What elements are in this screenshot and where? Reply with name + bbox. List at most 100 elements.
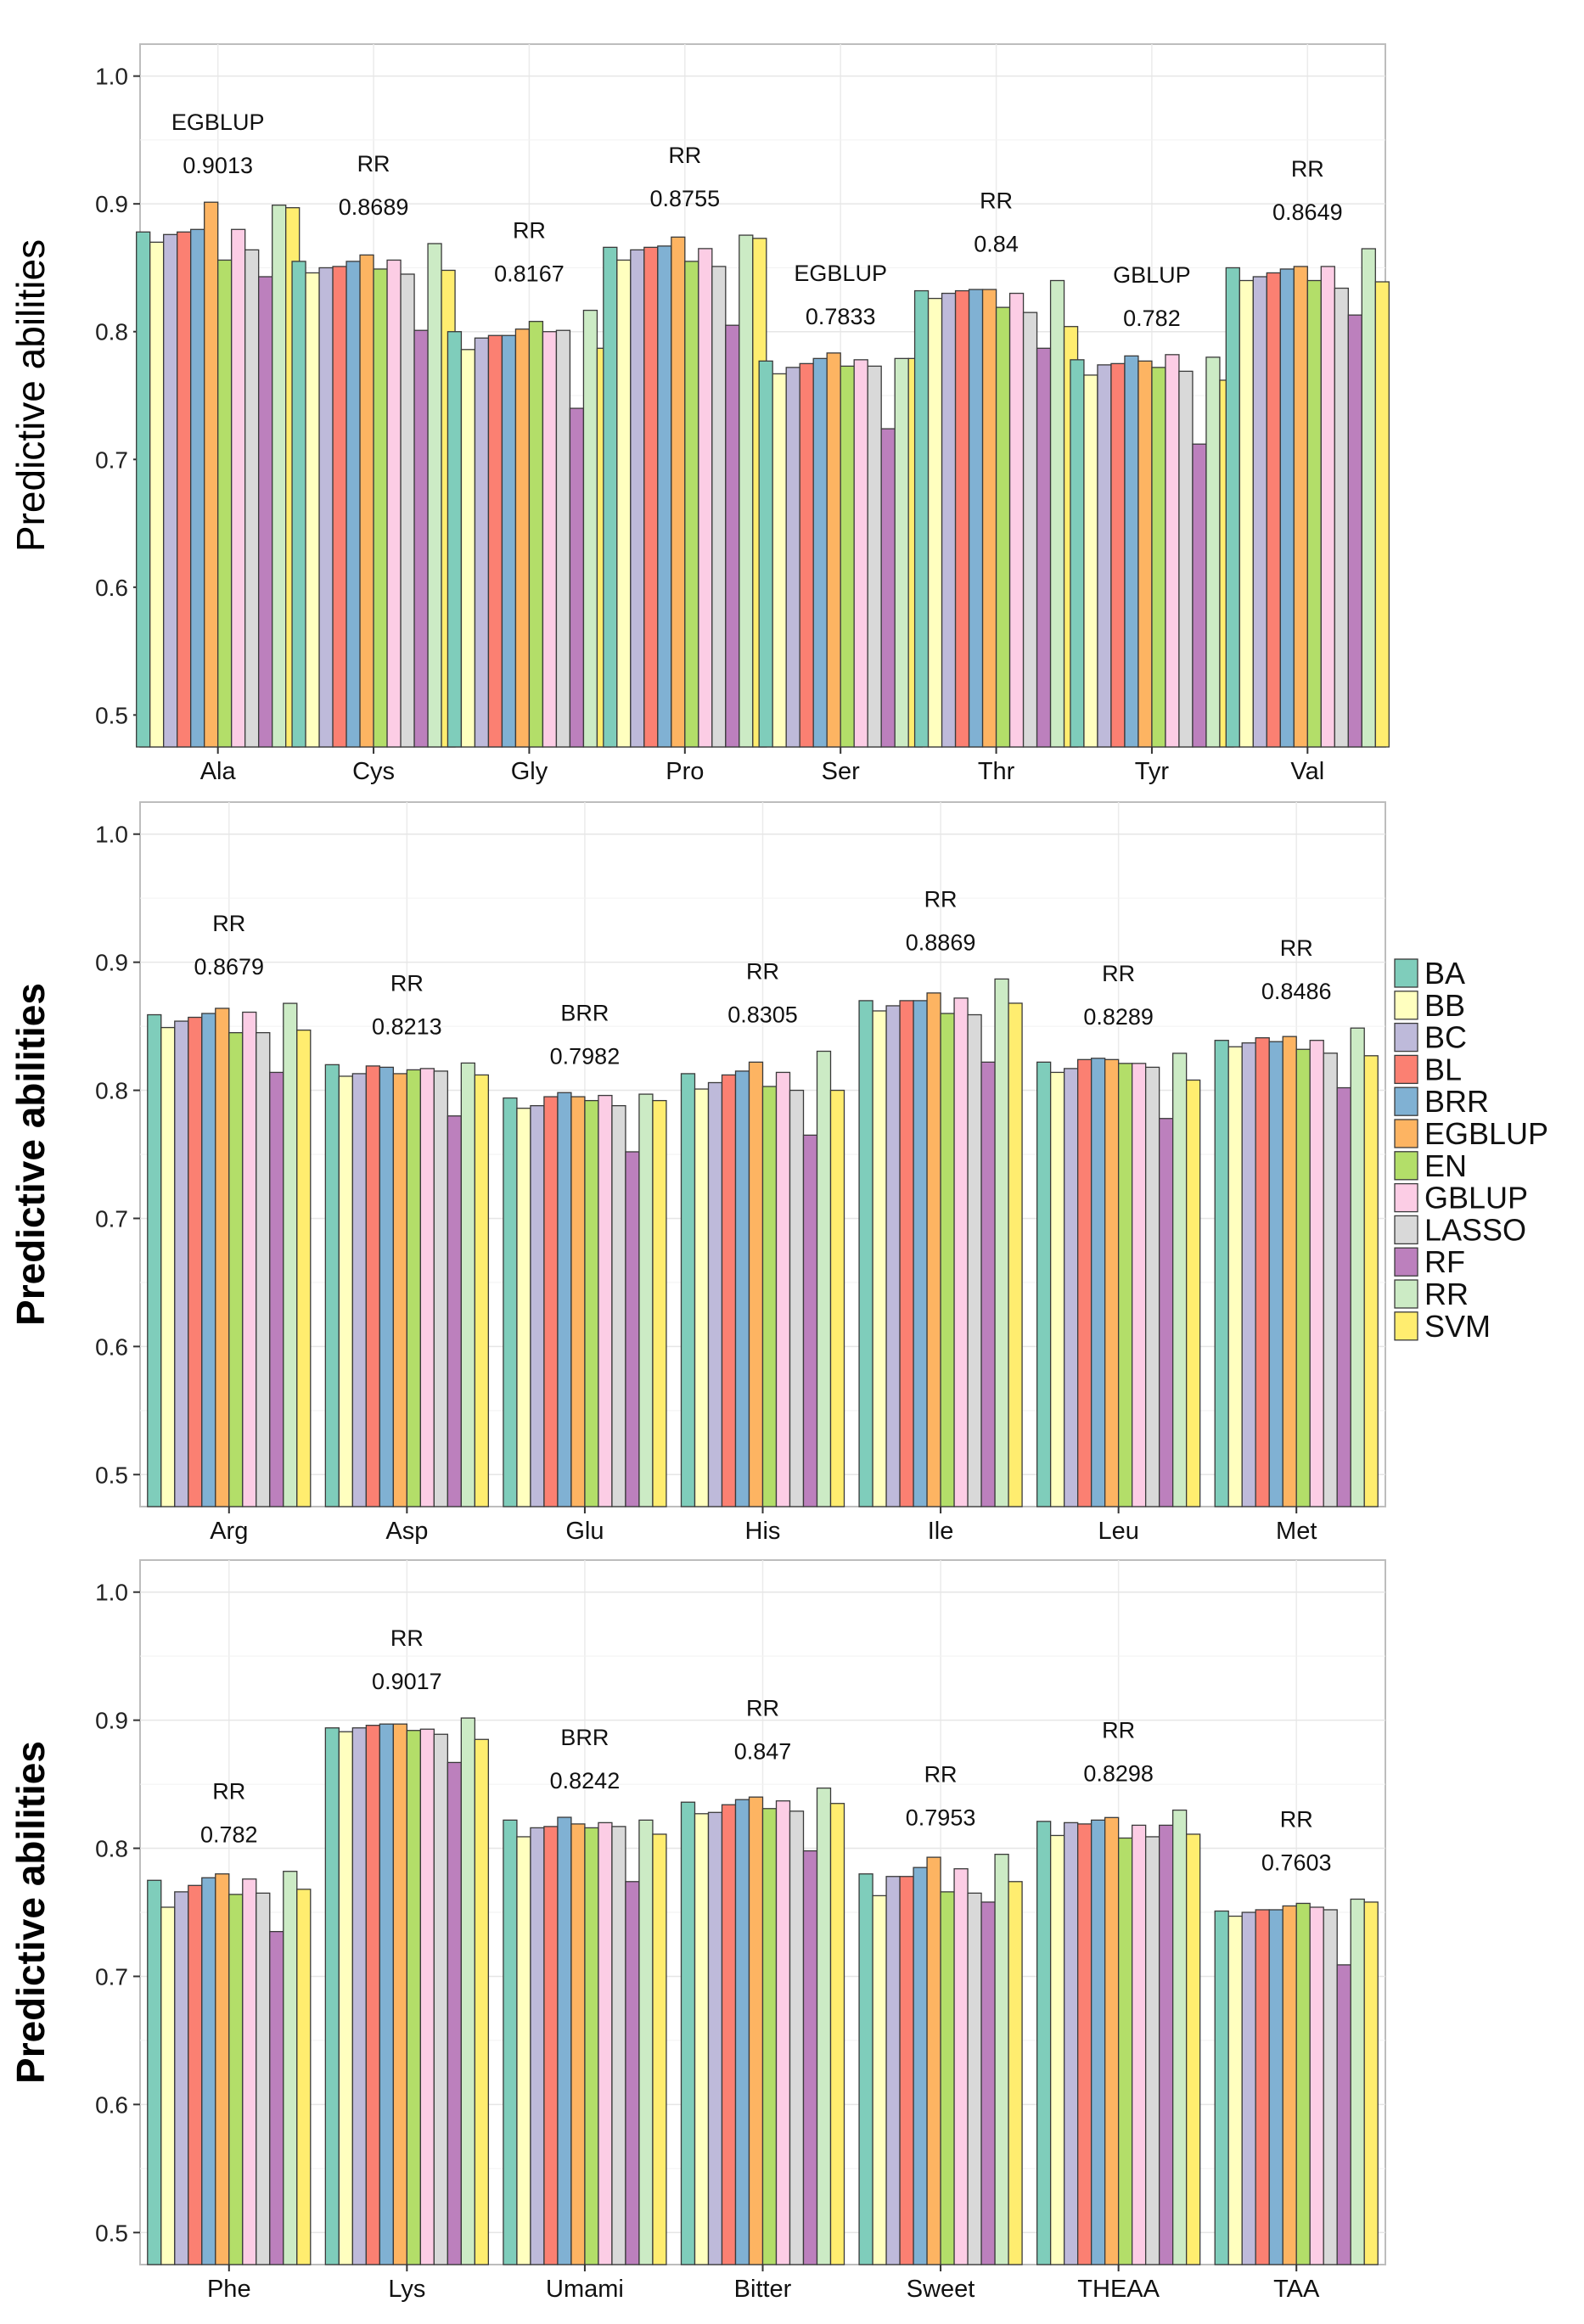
bar-rr-umami [638, 1819, 654, 2265]
bar-bb-val [1239, 279, 1254, 748]
bar-bl-cys [332, 266, 347, 748]
bar-bc-tyr [1097, 364, 1112, 748]
bar-en-cys [373, 268, 388, 748]
bar-bb-phe [160, 1906, 176, 2265]
best-method-label: EGBLUP [171, 109, 265, 135]
bar-brr-met [1268, 1041, 1283, 1507]
bar-lasso-leu [1144, 1066, 1160, 1507]
bar-brr-asp [379, 1066, 395, 1507]
bar-en-arg [228, 1031, 244, 1507]
bar-bc-ala [163, 233, 178, 748]
bar-brr-leu [1090, 1058, 1106, 1507]
bar-rf-cys [413, 329, 429, 748]
bar-bb-ala [149, 241, 165, 748]
bar-svm-umami [652, 1833, 667, 2265]
bar-rr-ala [272, 205, 287, 748]
bar-rr-lys [460, 1717, 476, 2265]
bar-svm-arg [296, 1029, 312, 1507]
legend-label-gblup: GBLUP [1424, 1181, 1528, 1215]
y-tick-label: 0.6 [95, 2091, 128, 2118]
best-method-label: RR [746, 1696, 779, 1721]
best-value-label: 0.84 [974, 232, 1019, 257]
bar-en-glu [584, 1099, 599, 1507]
x-tick-label: THEAA [1077, 2276, 1160, 2303]
best-value-label: 0.8213 [372, 1013, 442, 1039]
bar-egblup-taa [1282, 1905, 1297, 2265]
bar-ba-ala [136, 231, 151, 748]
bar-egblup-umami [570, 1823, 586, 2265]
bar-lasso-tyr [1178, 370, 1194, 748]
bar-rr-leu [1171, 1053, 1188, 1507]
legend-label-ba: BA [1424, 956, 1465, 991]
bar-bb-gly [460, 349, 476, 748]
bar-brr-ala [190, 228, 205, 748]
bar-bl-his [721, 1074, 737, 1507]
bar-en-tyr [1151, 367, 1166, 748]
bar-svm-phe [296, 1889, 312, 2265]
bar-rf-ile [980, 1061, 996, 1507]
bar-lasso-taa [1323, 1909, 1338, 2265]
y-tick-label: 0.5 [95, 2220, 128, 2246]
bar-bc-arg [174, 1020, 189, 1507]
bar-bl-phe [188, 1884, 203, 2265]
best-value-label: 0.8298 [1083, 1761, 1154, 1787]
legend-label-brr: BRR [1424, 1084, 1489, 1119]
bar-en-pro [684, 261, 699, 748]
bar-rr-asp [460, 1062, 476, 1507]
best-value-label: 0.7603 [1261, 1850, 1332, 1875]
legend-swatch-brr [1394, 1086, 1418, 1116]
legend-swatch-egblup [1394, 1119, 1418, 1148]
bar-rf-his [802, 1134, 818, 1507]
bar-brr-glu [557, 1092, 572, 1507]
bar-en-thr [995, 306, 1011, 748]
x-tick-label: Umami [546, 2276, 624, 2303]
bar-egblup-thr [981, 289, 997, 748]
bar-bb-arg [160, 1026, 176, 1507]
x-tick-label: Phe [207, 2276, 251, 2303]
y-tick-label: 0.9 [95, 1708, 128, 1734]
bar-svm-ile [1008, 1002, 1023, 1507]
bar-gblup-thr [1008, 292, 1025, 748]
bar-bc-umami [530, 1827, 545, 2265]
bar-en-asp [406, 1069, 422, 1507]
bar-rf-theaa [1158, 1824, 1174, 2265]
legend-swatch-en [1394, 1151, 1418, 1181]
bar-ba-pro [603, 246, 618, 748]
y-axis-title: Predictive abilities [8, 239, 53, 552]
bar-bc-his [707, 1081, 723, 1507]
bar-egblup-tyr [1137, 360, 1153, 748]
legend-swatch-ba [1394, 958, 1418, 988]
bar-brr-sweet [913, 1866, 928, 2265]
bar-rr-ile [994, 978, 1009, 1507]
bar-rf-lys [447, 1761, 463, 2265]
y-tick-label: 1.0 [95, 1580, 128, 1606]
y-tick-label: 0.8 [95, 319, 128, 345]
x-tick-label: Cys [352, 758, 395, 785]
legend-label-en: EN [1424, 1148, 1467, 1183]
bar-en-gly [528, 321, 544, 748]
bar-lasso-ser [867, 365, 882, 748]
bar-lasso-met [1323, 1053, 1338, 1507]
x-tick-label: Thr [978, 758, 1015, 785]
best-value-label: 0.8486 [1261, 979, 1332, 1004]
bar-bl-lys [365, 1725, 381, 2265]
bar-ba-asp [324, 1064, 340, 1507]
bar-svm-taa [1363, 1901, 1379, 2265]
bar-bl-theaa [1076, 1823, 1093, 2265]
chart-panel-3: 0.5 0.6 0.7 0.8 0.9 1.0 Predictive abilities Ph… [8, 1559, 1386, 2303]
bar-lasso-val [1334, 287, 1349, 748]
bar-rr-cys [427, 243, 442, 748]
bar-gblup-ala [231, 228, 246, 748]
y-tick-label: 1.0 [95, 64, 128, 90]
bar-en-his [761, 1086, 778, 1507]
legend-swatch-bl [1394, 1054, 1418, 1085]
bar-svm-asp [474, 1074, 490, 1507]
best-value-label: 0.7982 [550, 1043, 621, 1069]
bar-bb-bitter [694, 1813, 710, 2265]
x-tick-label: Pro [666, 758, 704, 785]
y-tick-label: 0.8 [95, 1078, 128, 1104]
bar-ba-cys [291, 261, 306, 748]
x-tick-label: Ile [928, 1518, 954, 1545]
bar-lasso-bitter [789, 1810, 805, 2265]
best-method-label: GBLUP [1113, 262, 1191, 288]
